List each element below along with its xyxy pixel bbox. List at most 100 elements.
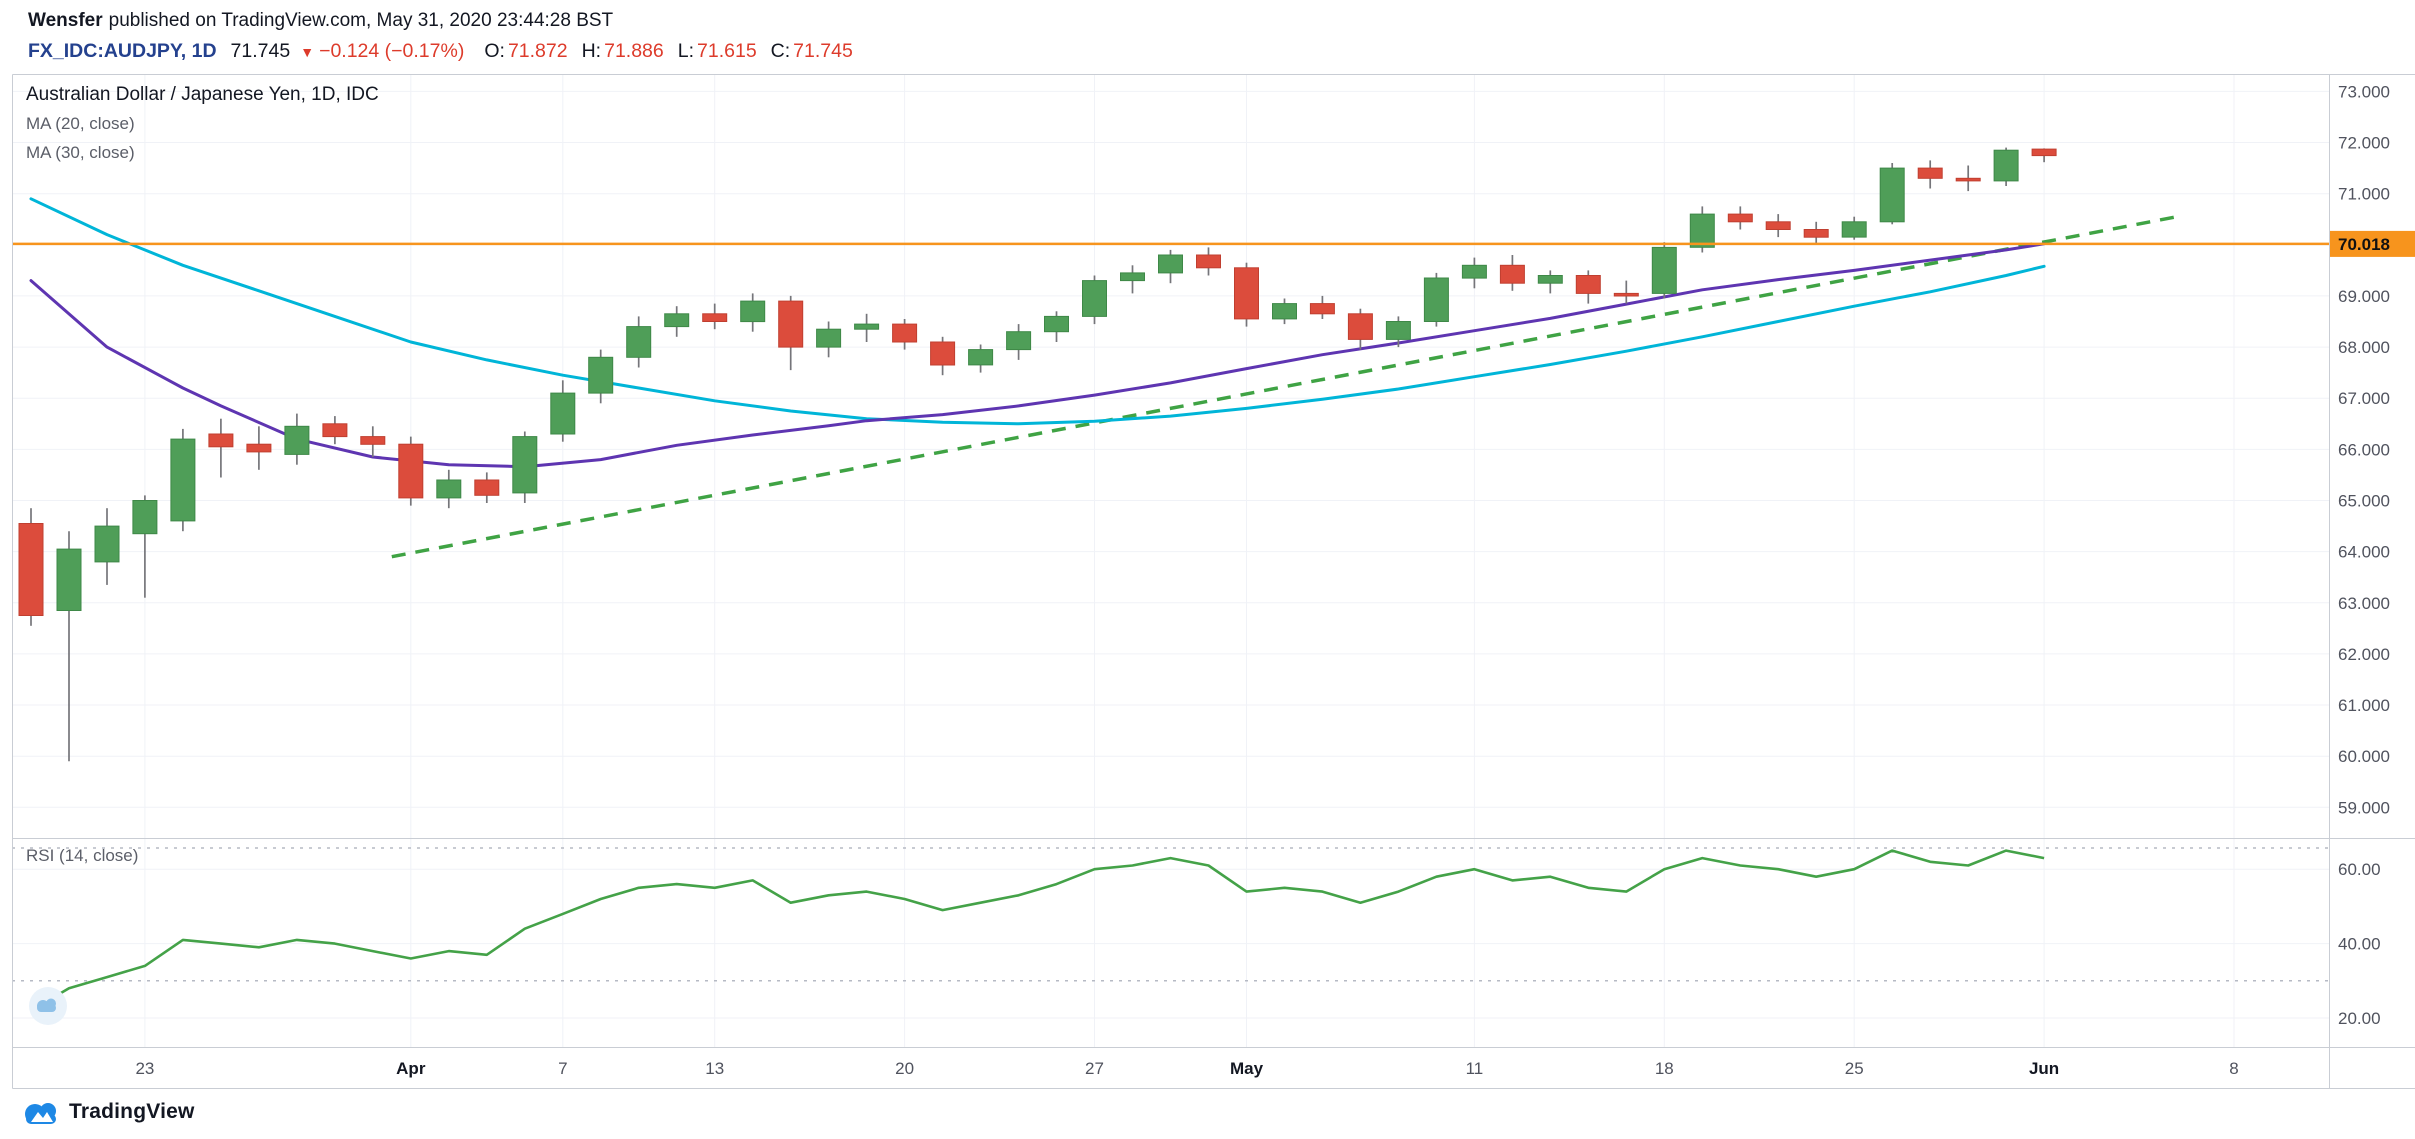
candle-apr-16 <box>816 328 842 348</box>
candle-may-22 <box>1803 229 1829 238</box>
time-label-May: May <box>1230 1059 1264 1078</box>
candle-may-7 <box>1385 321 1411 340</box>
candle-apr-24 <box>1044 315 1069 333</box>
snapshot-header: Wensfer published on TradingView.com, May… <box>28 10 853 63</box>
candle-may-15 <box>1613 292 1639 297</box>
legend-rsi[interactable]: RSI (14, close) <box>26 846 139 865</box>
candle-apr-10 <box>664 313 690 328</box>
time-axis[interactable]: 23 Apr 7 13 20 27 May 11 18 25 Jun 8 <box>135 1059 2238 1078</box>
candle-mar-31 <box>360 436 386 445</box>
down-arrow-icon: ▼ <box>300 44 315 60</box>
publish-info: published on TradingView.com, May 31, 20… <box>108 10 614 31</box>
candle-mar-25 <box>208 433 234 448</box>
candle-may-1 <box>1234 267 1259 320</box>
close-readout: C: 71.745 <box>770 40 853 62</box>
candle-apr-2 <box>436 479 462 499</box>
grid-lines <box>12 74 2329 1047</box>
rsi-axis[interactable]: 60.00 40.00 20.00 <box>2338 860 2381 1028</box>
svg-text:20.00: 20.00 <box>2338 1009 2381 1028</box>
svg-text:61.000: 61.000 <box>2338 696 2390 715</box>
high-readout: H: 71.886 <box>581 40 664 62</box>
candle-may-4 <box>1272 303 1297 320</box>
candle-apr-29 <box>1158 254 1183 274</box>
candle-apr-28 <box>1120 272 1145 282</box>
time-label-20: 20 <box>895 1059 914 1078</box>
candle-apr-22 <box>968 349 994 366</box>
candle-apr-14 <box>740 300 766 323</box>
candle-apr-15 <box>778 300 804 348</box>
candle-mar-26 <box>246 443 272 453</box>
ma30-line <box>29 197 2046 426</box>
time-label-Apr: Apr <box>396 1059 426 1078</box>
time-label-11: 11 <box>1466 1059 1484 1078</box>
svg-text:69.000: 69.000 <box>2338 287 2390 306</box>
candle-may-18 <box>1651 246 1677 294</box>
rsi-line <box>30 849 2045 1012</box>
legend-ma20[interactable]: MA (20, close) <box>26 114 135 133</box>
publish-line: Wensfer published on TradingView.com, May… <box>28 10 853 32</box>
svg-text:40.00: 40.00 <box>2338 935 2381 954</box>
svg-text:64.000: 64.000 <box>2338 543 2390 562</box>
open-readout: O: 71.872 <box>484 40 568 62</box>
time-label-23: 23 <box>135 1059 154 1078</box>
trendline[interactable] <box>391 214 2178 559</box>
rsi-pane-legend: RSI (14, close) <box>26 846 138 875</box>
svg-text:60.000: 60.000 <box>2338 747 2390 766</box>
candle-may-11 <box>1461 264 1487 279</box>
time-label-25: 25 <box>1845 1059 1864 1078</box>
candle-apr-3 <box>474 479 500 496</box>
candle-may-26 <box>1879 167 1905 223</box>
svg-text:65.000: 65.000 <box>2338 492 2390 511</box>
svg-text:73.000: 73.000 <box>2338 82 2390 101</box>
candle-may-5 <box>1309 303 1335 315</box>
svg-text:60.00: 60.00 <box>2338 860 2381 879</box>
tradingview-watermark-icon <box>29 987 67 1025</box>
svg-text:62.000: 62.000 <box>2338 645 2390 664</box>
candle-may-21 <box>1765 221 1791 231</box>
candle-mar-27 <box>284 425 310 455</box>
candle-apr-23 <box>1006 331 1032 351</box>
candle-may-19 <box>1689 213 1715 248</box>
symbol-name: FX_IDC:AUDJPY, 1D <box>28 40 217 62</box>
time-label-8: 8 <box>2229 1059 2238 1078</box>
candle-may-14 <box>1575 275 1601 294</box>
svg-text:71.000: 71.000 <box>2338 185 2390 204</box>
level-price-tag <box>2330 230 2415 257</box>
svg-text:59.000: 59.000 <box>2338 798 2390 817</box>
candle-may-25 <box>1841 221 1867 238</box>
time-label-18: 18 <box>1655 1059 1674 1078</box>
author-name: Wensfer <box>28 10 103 31</box>
candle-mar-20 <box>94 525 120 563</box>
tradingview-footer[interactable]: TradingView <box>22 1097 195 1127</box>
candle-apr-17 <box>854 323 880 330</box>
candle-may-27 <box>1917 167 1943 179</box>
time-label-13: 13 <box>705 1059 724 1078</box>
time-label-7: 7 <box>558 1059 567 1078</box>
candle-may-12 <box>1499 264 1525 284</box>
chart-title[interactable]: Australian Dollar / Japanese Yen, 1D, ID… <box>26 84 379 105</box>
svg-text:66.000: 66.000 <box>2338 440 2390 459</box>
candle-apr-8 <box>588 356 614 394</box>
low-readout: L: 71.615 <box>677 40 757 62</box>
main-pane-legend: Australian Dollar / Japanese Yen, 1D, ID… <box>26 84 379 172</box>
price-axis[interactable]: 73.00072.00071.00070.00069.00068.00067.0… <box>2338 82 2390 817</box>
svg-text:63.000: 63.000 <box>2338 594 2390 613</box>
candle-mar-18 <box>18 523 44 616</box>
candle-mar-23 <box>132 500 158 535</box>
candle-mar-24 <box>170 438 196 522</box>
candle-may-28 <box>1955 177 1981 182</box>
candle-apr-6 <box>512 436 538 494</box>
candle-apr-1 <box>398 443 424 499</box>
svg-text:68.000: 68.000 <box>2338 338 2390 357</box>
level-price-tag-text: 70.018 <box>2338 235 2390 254</box>
time-label-Jun: Jun <box>2029 1059 2059 1078</box>
svg-text:72.000: 72.000 <box>2338 134 2390 153</box>
tradingview-logo-icon <box>25 1103 56 1124</box>
candle-apr-9 <box>626 326 652 358</box>
legend-ma30[interactable]: MA (30, close) <box>26 143 135 162</box>
candles-layer <box>18 147 2057 762</box>
candle-apr-30 <box>1196 254 1221 269</box>
symbol-line: FX_IDC:AUDJPY, 1D 71.745 ▼ −0.124 (−0.17… <box>28 40 853 63</box>
svg-text:67.000: 67.000 <box>2338 389 2390 408</box>
